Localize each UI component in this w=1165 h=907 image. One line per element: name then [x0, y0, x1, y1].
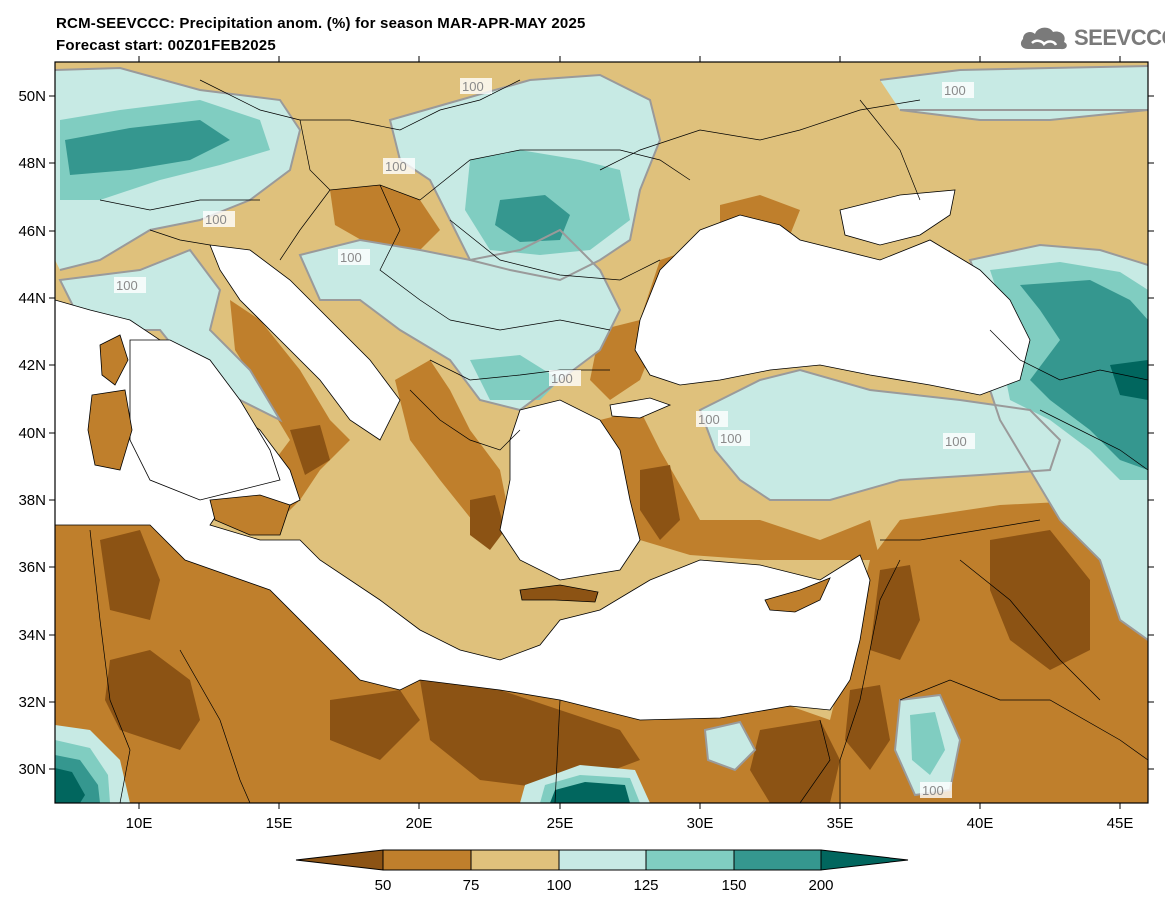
lon-tick-label: 35E — [827, 815, 854, 832]
sea-of-azov — [839, 189, 956, 246]
seevccc-logo: SEEVCCC — [1018, 22, 1165, 54]
contour-100-lines — [55, 65, 1148, 797]
anomaly-50-75-balkans — [395, 360, 510, 530]
anomaly-50-75-italy — [210, 300, 350, 530]
lon-tick-label: 10E — [126, 815, 153, 832]
colorbar-lower-extension — [295, 849, 384, 871]
colorbar-bin — [558, 849, 647, 871]
contour-label: 100 — [551, 371, 573, 386]
anomaly-lt50-tunisia — [100, 530, 160, 620]
lon-tick-label: 45E — [1107, 815, 1134, 832]
logo-text: SEEVCCC — [1074, 25, 1165, 50]
contour-labels: 100 100 100 100 100 100 100 100 100 100 … — [114, 78, 975, 798]
sea-of-marmara — [609, 397, 672, 419]
anomaly-gt200-caucasus — [1110, 360, 1148, 400]
anomaly-150-200-caucasus — [1020, 280, 1148, 470]
lat-tick-label: 30N — [18, 761, 46, 778]
anomaly-lt50-jordan — [845, 685, 890, 770]
lat-tick-label: 50N — [18, 88, 46, 105]
anomaly-lt50-libya — [105, 650, 200, 750]
forecast-start: Forecast start: 00Z01FEB2025 — [56, 37, 276, 54]
colorbar-bin — [645, 849, 735, 871]
anomaly-150-200-carpathians — [495, 195, 570, 242]
anomaly-lt50-lebanon — [870, 565, 920, 660]
anomaly-150-200-west — [65, 120, 230, 175]
contour-label: 100 — [340, 250, 362, 265]
lon-tick-label: 25E — [547, 815, 574, 832]
lat-tick-label: 46N — [18, 223, 46, 240]
contour-label: 100 — [205, 212, 227, 227]
black-sea — [634, 214, 1031, 396]
contour-label: 100 — [385, 159, 407, 174]
anomaly-125-150-bulgaria — [470, 355, 560, 400]
corsica — [99, 334, 129, 386]
country-borders — [89, 79, 1148, 803]
colorbar — [295, 849, 909, 871]
anomaly-gt200-sw — [55, 768, 85, 803]
cloud-logo-icon — [1020, 27, 1067, 50]
anomaly-lt50-italy — [290, 425, 330, 475]
mediterranean-sea — [55, 299, 871, 721]
anomaly-lt50-egypt-west — [420, 680, 640, 790]
colorbar-labels: 50 75 100 125 150 200 — [375, 877, 834, 894]
islands — [87, 334, 831, 613]
tyrrhenian-sea — [129, 339, 281, 501]
colorbar-tick-label: 200 — [808, 877, 833, 894]
anomaly-lt50-cyrenaica — [330, 690, 420, 760]
colorbar-bin — [470, 849, 560, 871]
sicily — [209, 494, 291, 536]
anomaly-150-200-egypt — [550, 782, 630, 803]
contour-label: 100 — [462, 79, 484, 94]
anomaly-lt50-egypt-east — [750, 720, 840, 803]
colorbar-upper-extension — [820, 849, 909, 871]
lat-tick-label: 42N — [18, 357, 46, 374]
aegean-sea — [499, 399, 641, 581]
lat-tick-label: 34N — [18, 627, 46, 644]
colorbar-bin — [382, 849, 472, 871]
contour-label: 100 — [945, 434, 967, 449]
lon-axis: 10E 15E 20E 25E 30E 35E 40E 45E — [126, 56, 1134, 832]
anomaly-lt50-syria — [990, 530, 1090, 670]
adriatic-sea — [209, 244, 401, 441]
lat-axis: 50N 48N 46N 44N 42N 40N 38N 36N 34N 32N … — [18, 88, 1154, 778]
lat-tick-label: 32N — [18, 694, 46, 711]
lon-tick-label: 15E — [266, 815, 293, 832]
contour-label: 100 — [944, 83, 966, 98]
contour-label: 100 — [698, 412, 720, 427]
anomaly-100-125-russia — [880, 66, 1148, 120]
anomaly-lt50-turkey — [640, 465, 680, 540]
lon-tick-label: 40E — [967, 815, 994, 832]
anomaly-50-75-central — [330, 185, 440, 250]
contour-label: 100 — [922, 783, 944, 798]
anomaly-125-150-jordan — [910, 712, 945, 775]
colorbar-tick-label: 100 — [546, 877, 571, 894]
lat-tick-label: 36N — [18, 559, 46, 576]
anomaly-lt50-greece — [470, 495, 505, 550]
lat-tick-label: 38N — [18, 492, 46, 509]
anomaly-100-125-turkey — [700, 370, 1060, 500]
lat-tick-label: 44N — [18, 290, 46, 307]
lon-tick-label: 30E — [687, 815, 714, 832]
contour-label: 100 — [116, 278, 138, 293]
crete — [519, 584, 599, 603]
cyprus — [764, 577, 831, 613]
colorbar-tick-label: 75 — [463, 877, 480, 894]
colorbar-tick-label: 150 — [721, 877, 746, 894]
colorbar-tick-label: 50 — [375, 877, 392, 894]
anomaly-100-125-egypt-spot — [705, 722, 755, 770]
sea-mask — [55, 189, 1031, 721]
lon-tick-label: 20E — [406, 815, 433, 832]
map-title: RCM-SEEVCCC: Precipitation anom. (%) for… — [56, 15, 586, 32]
map-fields: 100 100 100 100 100 100 100 100 100 100 … — [55, 62, 1148, 803]
lat-tick-label: 40N — [18, 425, 46, 442]
colorbar-tick-label: 125 — [633, 877, 658, 894]
sardinia — [87, 389, 133, 471]
lat-tick-label: 48N — [18, 155, 46, 172]
contour-label: 100 — [720, 431, 742, 446]
colorbar-bin — [733, 849, 822, 871]
